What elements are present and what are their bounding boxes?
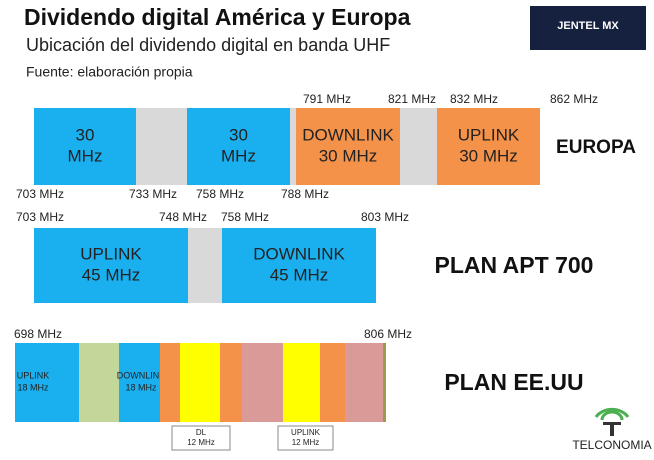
segment-label: 12 MHz: [292, 438, 320, 447]
segment-label: 18 MHz: [17, 382, 49, 392]
source: Fuente: elaboración propia: [26, 64, 193, 80]
segment-label: MHz: [68, 146, 103, 165]
band-segment: [220, 343, 242, 422]
segment-label: UPLINK: [80, 244, 142, 263]
band-segment: [296, 108, 400, 185]
title: Dividendo digital América y Europa: [24, 4, 411, 30]
band-segment: [222, 228, 376, 303]
row-name: PLAN EE.UU: [444, 369, 583, 395]
telconomia-logo: TELCONOMIA: [572, 438, 651, 452]
jentel-logo-box: [530, 6, 646, 50]
band-segment: [283, 343, 320, 422]
segment-label: UPLINK: [17, 370, 50, 380]
segment-label: 18 MHz: [125, 382, 157, 392]
band-segment: [383, 343, 386, 422]
frequency-label: 758 MHz: [221, 210, 269, 224]
frequency-label: 748 MHz: [159, 210, 207, 224]
segment-label: DL: [196, 428, 207, 437]
band-segment: [119, 343, 160, 422]
row-name: PLAN APT 700: [435, 252, 594, 278]
band-segment: [34, 108, 136, 185]
band-segment: [187, 108, 290, 185]
segment-label: 12 MHz: [187, 438, 215, 447]
segment-label: 30 MHz: [319, 146, 378, 165]
frequency-label: 862 MHz: [550, 92, 598, 106]
band-segment: [136, 108, 187, 185]
frequency-label: 788 MHz: [281, 187, 329, 201]
segment-label: UPLINK: [291, 428, 321, 437]
band-segment: [188, 228, 222, 303]
segment-label: DOWNLINK: [117, 370, 166, 380]
segment-label: DOWNLINK: [253, 244, 345, 263]
segment-label: 45 MHz: [270, 265, 329, 284]
band-segment: [290, 108, 296, 185]
segment-label: UPLINK: [458, 125, 520, 144]
segment-label: DOWNLINK: [302, 125, 394, 144]
frequency-label: 791 MHz: [303, 92, 351, 106]
frequency-label: 698 MHz: [14, 327, 62, 341]
band-segment: [160, 343, 180, 422]
frequency-label: 821 MHz: [388, 92, 436, 106]
band-segment: [320, 343, 345, 422]
frequency-label: 733 MHz: [129, 187, 177, 201]
frequency-label: 703 MHz: [16, 187, 64, 201]
segment-label: MHz: [221, 146, 256, 165]
segment-label: 30: [229, 125, 248, 144]
band-segment: [345, 343, 383, 422]
band-segment: [400, 108, 437, 185]
frequency-label: 806 MHz: [364, 327, 412, 341]
segment-label: 30: [76, 125, 95, 144]
band-segment: [34, 228, 188, 303]
band-note-box: [277, 425, 334, 451]
band-note-box: [171, 425, 231, 451]
band-segment: [180, 343, 220, 422]
jentel-logo: JENTEL MX: [557, 20, 619, 32]
frequency-label: 758 MHz: [196, 187, 244, 201]
segment-label: 30 MHz: [459, 146, 518, 165]
telconomia-logo-icon: [594, 407, 630, 436]
segment-label: 45 MHz: [82, 265, 141, 284]
frequency-label: 703 MHz: [16, 210, 64, 224]
band-segment: [242, 343, 283, 422]
row-name: EUROPA: [556, 137, 636, 158]
subtitle: Ubicación del dividendo digital en banda…: [26, 35, 390, 55]
frequency-label: 832 MHz: [450, 92, 498, 106]
band-segment: [437, 108, 540, 185]
band-segment: [79, 343, 119, 422]
frequency-label: 803 MHz: [361, 210, 409, 224]
band-segment: [15, 343, 79, 422]
